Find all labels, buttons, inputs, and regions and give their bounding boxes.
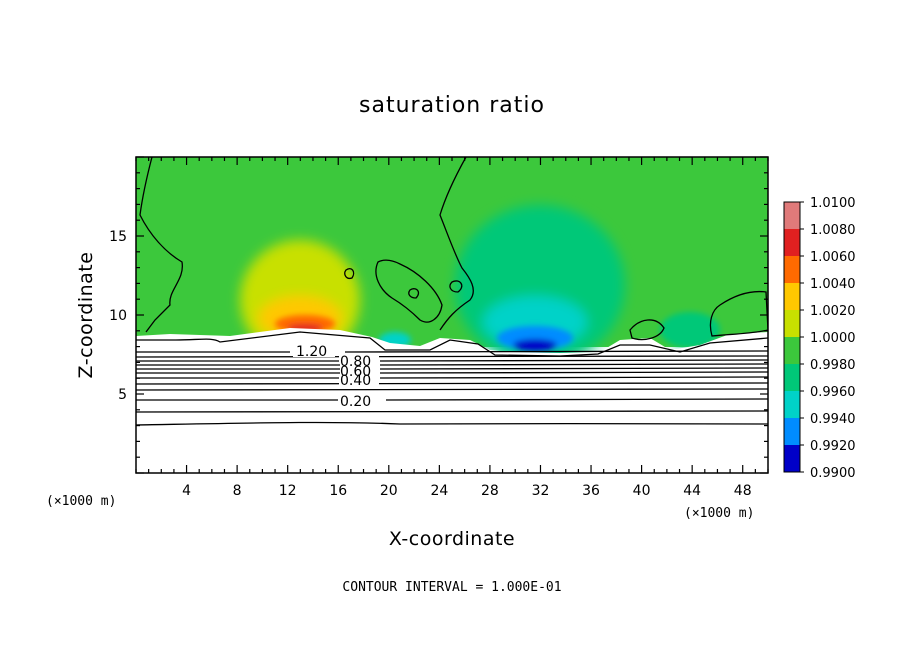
x-tick-label: 12 [279, 483, 297, 499]
colorbar-label: 1.0100 [810, 196, 856, 211]
x-axis: 4 8 12 16 20 24 28 32 36 40 44 48 [135, 157, 769, 499]
colorbar-label: 1.0080 [810, 223, 856, 238]
colorbar-swatch [784, 445, 800, 472]
contour-line-1.10 [136, 355, 768, 358]
colorbar-swatch [784, 202, 800, 229]
x-unit-label-right: (×1000 m) [684, 506, 754, 521]
contour-line-0.60 [136, 371, 768, 374]
colorbar-swatch [784, 337, 800, 364]
contour-line-0.80 [136, 363, 768, 366]
contour-line-1.20 [136, 350, 768, 353]
colorbar-swatch [784, 364, 800, 391]
chart-title: saturation ratio [359, 93, 545, 118]
contour-line-0.10 [136, 410, 768, 413]
contour-label-0.60: 0.60 [340, 364, 371, 380]
colorbar-swatch [784, 256, 800, 283]
contour-saturation-cell-2 [709, 290, 768, 337]
x-axis-label: X-coordinate [389, 528, 515, 550]
colorbar: 1.0100 1.0080 1.0060 1.0040 1.0020 1.0000 0.99… [783, 196, 856, 481]
plot-area: 1.20 0.80 0.60 0.40 0.20 [136, 157, 768, 473]
contour-line-1.00 [136, 331, 768, 357]
x-tick-label: 8 [233, 483, 242, 499]
contour-saturation-boundary-left [139, 157, 183, 333]
colorbar-swatch [784, 310, 800, 337]
contour-label-0.20: 0.20 [340, 394, 371, 410]
contour-saturation-cell-1 [375, 259, 443, 323]
contour-line-0.70 [136, 367, 768, 370]
contour-line-0.50 [136, 376, 768, 379]
contour-line-0.90 [136, 359, 768, 362]
colorbar-label: 1.0020 [810, 304, 856, 319]
colorbar-swatch [784, 418, 800, 445]
subsaturation-right [660, 312, 720, 348]
contour-small-cell-3 [449, 280, 463, 293]
y-tick-label: 5 [118, 387, 127, 403]
y-tick-label: 10 [109, 308, 127, 324]
x-tick-label: 48 [734, 483, 752, 499]
contour-lines [136, 157, 768, 426]
x-tick-label: 44 [683, 483, 701, 499]
x-tick-label: 4 [182, 483, 191, 499]
contour-label-0.40: 0.40 [340, 373, 371, 389]
contour-small-cell-2 [408, 288, 420, 299]
x-tick-label: 36 [582, 483, 600, 499]
colorbar-swatch [784, 229, 800, 256]
subsaturation-min [513, 339, 557, 351]
contour-saturation-cell-3 [629, 319, 665, 341]
x-tick-label: 16 [329, 483, 347, 499]
y-axis: 5 10 15 [109, 156, 768, 474]
colorbar-label: 0.9940 [810, 412, 856, 427]
colorbar-label: 1.0040 [810, 277, 856, 292]
x-tick-label: 28 [481, 483, 499, 499]
contour-saturation-boundary-mid [439, 157, 474, 331]
x-tick-label: 24 [430, 483, 448, 499]
colorbar-label: 1.0000 [810, 331, 856, 346]
colorbar-swatch [784, 391, 800, 418]
contour-line-0.05 [136, 421, 768, 426]
colorbar-label: 0.9920 [810, 439, 856, 454]
colorbar-label: 1.0060 [810, 250, 856, 265]
colorbar-label: 0.9900 [810, 466, 856, 481]
y-tick-label: 15 [109, 229, 127, 245]
contour-line-0.20 [136, 398, 768, 401]
contour-line-0.40 [136, 382, 768, 385]
contour-small-cell-1 [344, 268, 355, 280]
contour-labels: 1.20 0.80 0.60 0.40 0.20 [293, 343, 384, 410]
colorbar-label: 0.9960 [810, 385, 856, 400]
contour-line-0.30 [136, 388, 768, 391]
colorbar-swatch [784, 283, 800, 310]
x-tick-label: 40 [633, 483, 651, 499]
contour-label-1.20: 1.20 [296, 344, 327, 360]
contour-interval-note: CONTOUR INTERVAL = 1.000E-01 [342, 580, 561, 595]
contour-label-0.80: 0.80 [340, 354, 371, 370]
colorbar-label: 0.9980 [810, 358, 856, 373]
x-unit-label-left: (×1000 m) [46, 494, 116, 509]
x-tick-label: 20 [380, 483, 398, 499]
y-axis-label: Z-coordinate [75, 252, 97, 379]
x-tick-label: 32 [532, 483, 550, 499]
